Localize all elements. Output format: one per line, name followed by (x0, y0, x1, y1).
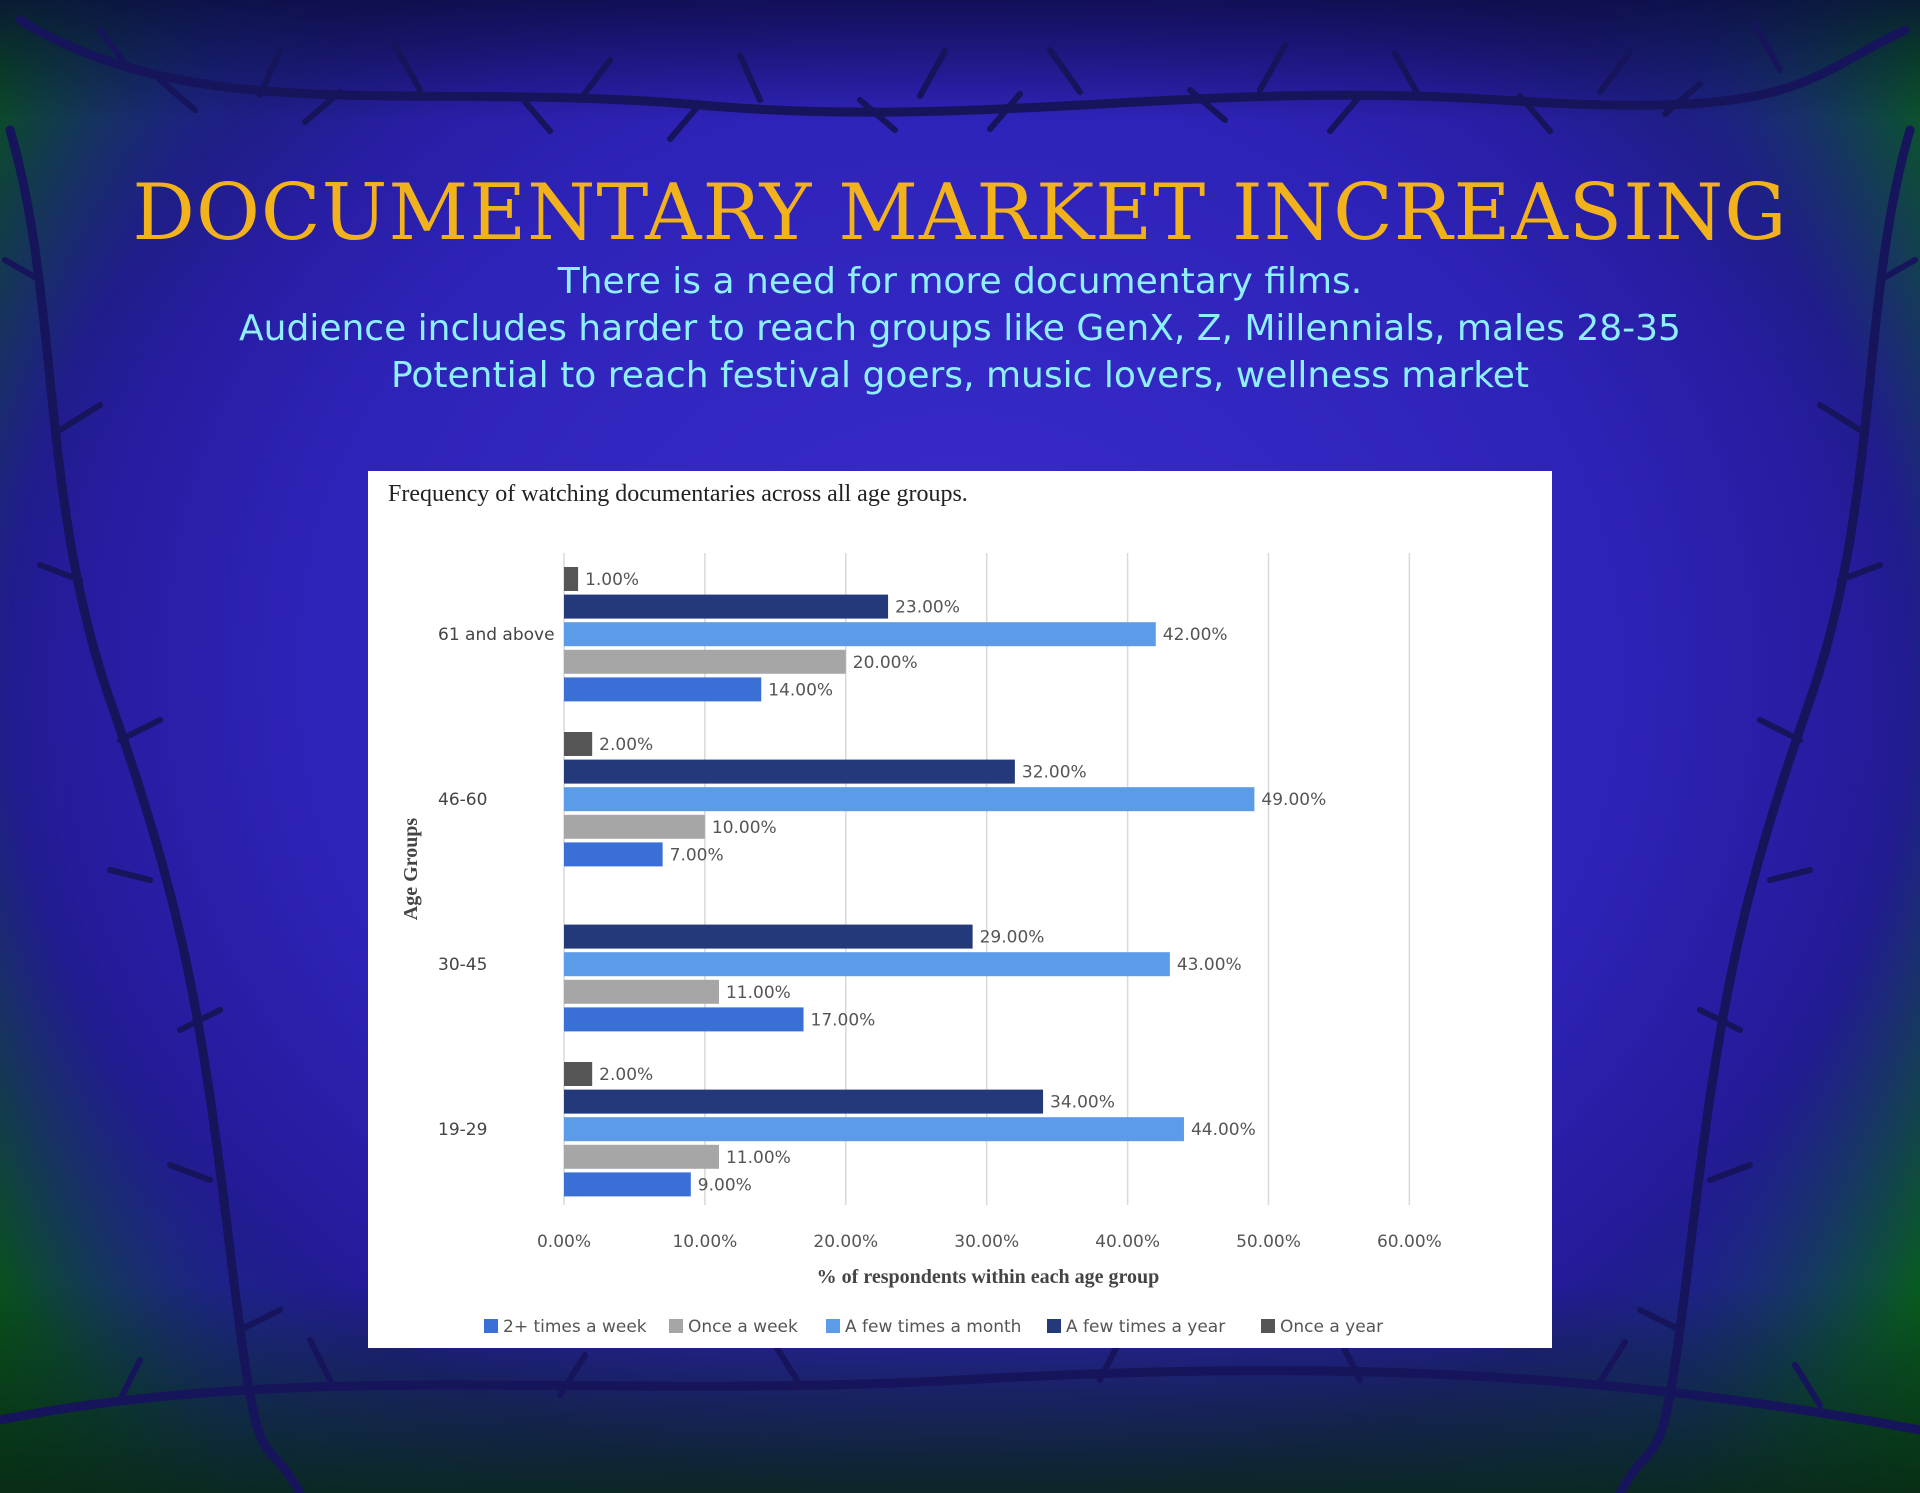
data-label: 32.00% (1022, 763, 1087, 783)
chart-title: Frequency of watching documentaries acro… (388, 481, 968, 507)
data-label: 20.00% (853, 653, 918, 673)
bar (564, 1062, 593, 1086)
bar (564, 842, 663, 867)
bar (564, 787, 1255, 812)
legend-label: Once a week (688, 1317, 798, 1337)
bar (564, 759, 1015, 784)
chart-card: Frequency of watching documentaries acro… (368, 471, 1552, 1348)
bar (564, 1117, 1184, 1142)
legend-swatch (1047, 1319, 1061, 1333)
data-label: 42.00% (1163, 625, 1228, 645)
x-tick-label: 30.00% (954, 1232, 1019, 1252)
data-label: 43.00% (1177, 955, 1242, 975)
y-axis-title: Age Groups (400, 818, 422, 921)
bar (564, 979, 719, 1004)
data-label: 1.00% (585, 570, 639, 590)
bar (564, 649, 846, 674)
category-label: 46-60 (438, 790, 487, 810)
bar (564, 1144, 719, 1169)
x-tick-label: 50.00% (1236, 1232, 1301, 1252)
data-label: 49.00% (1261, 790, 1326, 810)
x-tick-label: 10.00% (672, 1232, 737, 1252)
legend-label: A few times a month (845, 1317, 1021, 1337)
data-label: 14.00% (768, 680, 833, 700)
legend-label: Once a year (1280, 1317, 1383, 1337)
data-label: 9.00% (698, 1175, 752, 1195)
legend-label: A few times a year (1066, 1317, 1225, 1337)
legend-label: 2+ times a week (503, 1317, 647, 1337)
legend-swatch (669, 1319, 683, 1333)
bar (564, 622, 1156, 647)
data-label: 17.00% (811, 1010, 876, 1030)
bar (564, 814, 705, 839)
bar (564, 924, 973, 949)
legend-swatch (826, 1319, 840, 1333)
category-label: 19-29 (438, 1120, 487, 1140)
bar (564, 567, 579, 591)
x-tick-label: 0.00% (537, 1232, 591, 1252)
bar-chart: 0.00% 10.00% 20.00% 30.00% 40.00% 50.00% 60.00… (400, 553, 1442, 1337)
bar (564, 952, 1170, 977)
bar (564, 677, 762, 702)
data-label: 23.00% (895, 598, 960, 618)
category-label: 61 and above (438, 625, 555, 645)
data-label: 10.00% (712, 818, 777, 838)
data-label: 44.00% (1191, 1120, 1256, 1140)
legend-swatch (1261, 1319, 1275, 1333)
slide-title: DOCUMENTARY MARKET INCREASING (132, 168, 1788, 258)
data-label: 2.00% (599, 1065, 653, 1085)
legend-swatch (484, 1319, 498, 1333)
data-label: 11.00% (726, 1148, 791, 1168)
bar (564, 732, 593, 756)
x-axis-title: % of respondents within each age group (817, 1266, 1160, 1288)
subtitle-line-2: Audience includes harder to reach groups… (239, 308, 1681, 349)
x-tick-label: 20.00% (813, 1232, 878, 1252)
data-label: 34.00% (1050, 1093, 1115, 1113)
data-label: 29.00% (980, 928, 1045, 948)
data-label: 7.00% (670, 845, 724, 865)
category-label: 30-45 (438, 955, 487, 975)
data-label: 2.00% (599, 735, 653, 755)
subtitle-line-3: Potential to reach festival goers, music… (390, 355, 1530, 396)
bar (564, 1007, 804, 1032)
bar (564, 1172, 691, 1197)
subtitle-line-1: There is a need for more documentary fil… (557, 261, 1363, 302)
x-tick-label: 60.00% (1377, 1232, 1442, 1252)
x-tick-label: 40.00% (1095, 1232, 1160, 1252)
bar (564, 1089, 1044, 1114)
bar (564, 594, 889, 619)
data-label: 11.00% (726, 983, 791, 1003)
